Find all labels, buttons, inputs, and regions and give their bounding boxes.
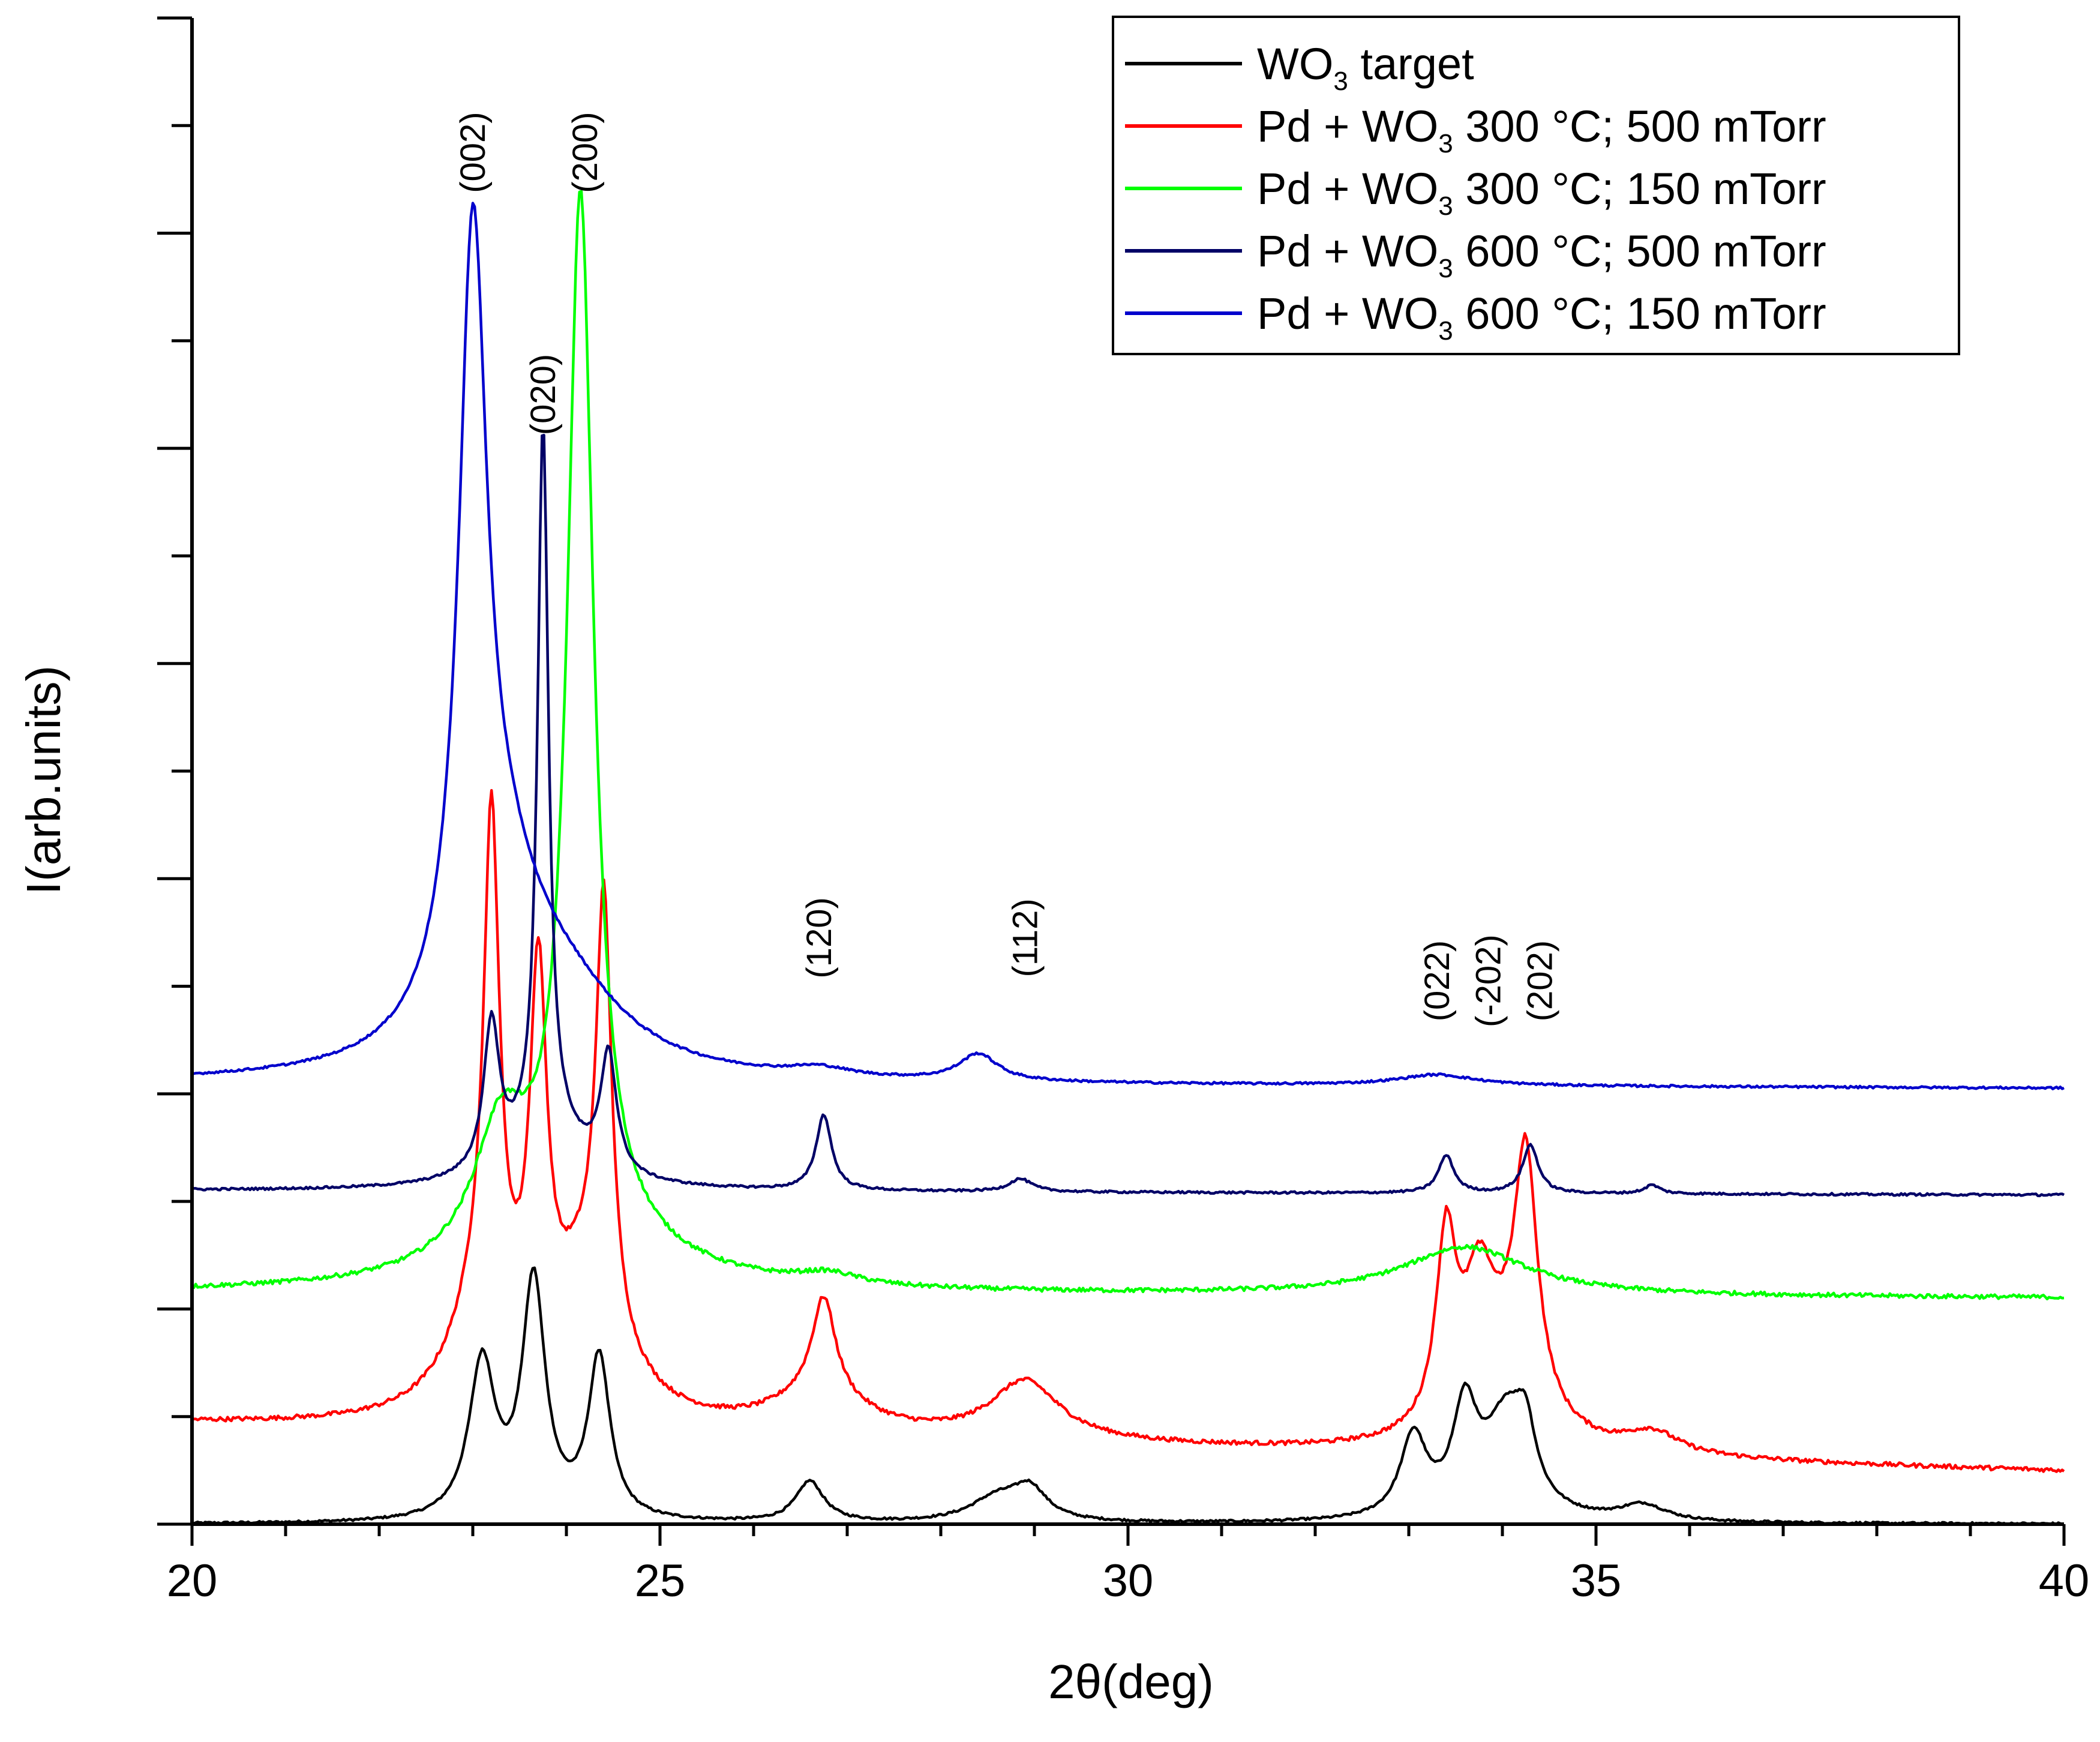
legend-entry-4: Pd + WO3 600 °C; 500 mTorr — [1257, 226, 1826, 283]
peak-label: (202) — [1520, 940, 1559, 1021]
peak-label: (-202) — [1469, 934, 1508, 1027]
x-tick-label: 35 — [1571, 1555, 1622, 1606]
x-tick-label: 25 — [635, 1555, 686, 1606]
peak-label: (200) — [566, 112, 605, 193]
series-line-3 — [191, 190, 2065, 1301]
peak-label: (120) — [800, 897, 839, 978]
x-axis-title: 2θ(deg) — [1048, 1655, 1214, 1708]
legend-entry-3: Pd + WO3 300 °C; 150 mTorr — [1257, 164, 1826, 221]
x-tick-label: 20 — [167, 1555, 218, 1606]
legend-entry-1: WO3 target — [1257, 39, 1474, 96]
peak-label: (020) — [524, 354, 563, 435]
peak-label: (022) — [1418, 940, 1457, 1021]
series-line-2 — [191, 788, 2065, 1473]
legend-box — [1112, 16, 1960, 355]
x-tick-label: 30 — [1103, 1555, 1154, 1606]
series-line-1 — [191, 1266, 2065, 1526]
y-axis-title: I(arb.units) — [17, 665, 70, 895]
peak-label: (112) — [1006, 898, 1045, 977]
x-tick-label: 40 — [2039, 1555, 2090, 1606]
legend-entry-5: Pd + WO3 600 °C; 150 mTorr — [1257, 289, 1826, 346]
series-line-5 — [191, 202, 2065, 1090]
legend-entry-2: Pd + WO3 300 °C; 500 mTorr — [1257, 101, 1826, 158]
series-line-4 — [191, 433, 2065, 1198]
peak-label: (002) — [454, 112, 493, 193]
